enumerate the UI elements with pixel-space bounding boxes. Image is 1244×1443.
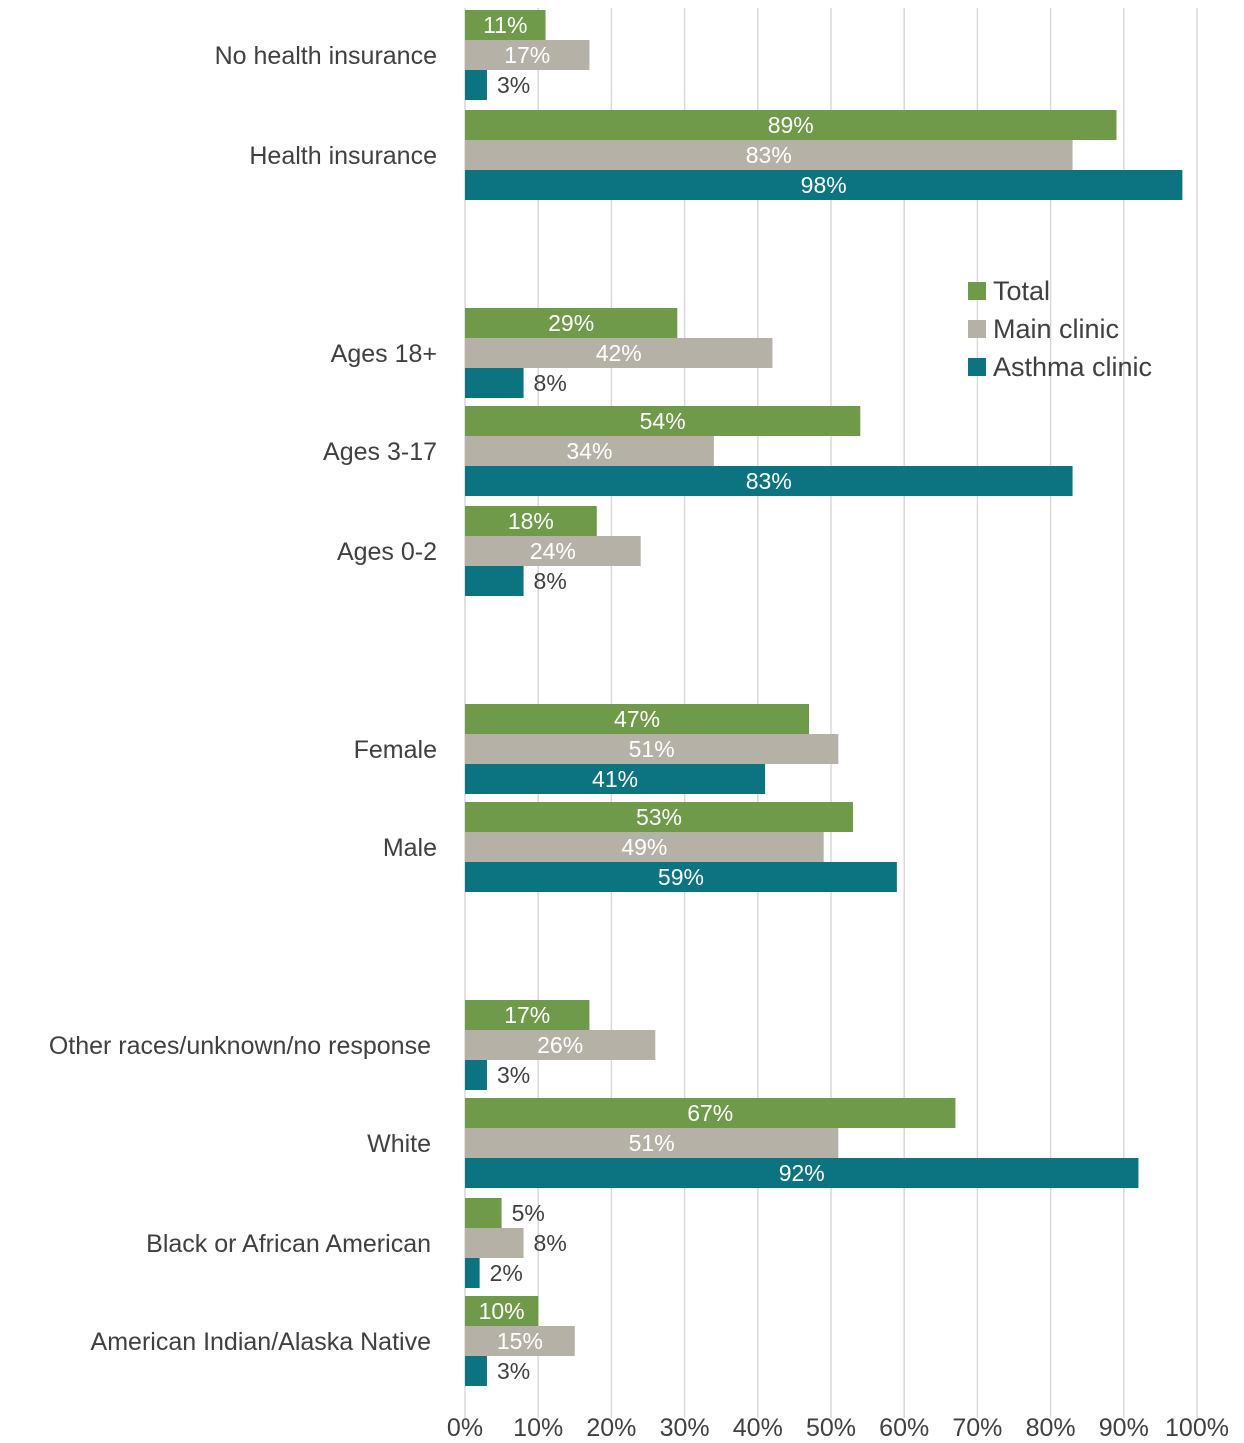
- bar-main-clinic: [465, 1326, 575, 1356]
- data-label: 98%: [801, 172, 847, 198]
- legend-swatch: [968, 358, 986, 376]
- category-label: Ages 3-17: [323, 438, 437, 466]
- data-label: 11%: [483, 12, 527, 38]
- x-tick-label: 100%: [1165, 1414, 1229, 1442]
- category-label: Black or African American: [146, 1230, 431, 1258]
- x-tick-label: 50%: [806, 1414, 856, 1442]
- category-label: White: [367, 1130, 431, 1158]
- data-label: 3%: [497, 72, 530, 98]
- data-label: 83%: [746, 468, 792, 494]
- x-tick-label: 60%: [879, 1414, 929, 1442]
- labels: 0% 10% 20% 30% 40% 50% 60% 70% 80% 90% 100% 11% 17% 3…: [49, 12, 1229, 1442]
- bar-main-clinic: [465, 338, 773, 368]
- data-label: 59%: [658, 864, 704, 890]
- data-label: 17%: [504, 1002, 550, 1028]
- bar-main-clinic: [465, 140, 1073, 170]
- data-label: 83%: [746, 142, 792, 168]
- data-label: 15%: [497, 1328, 543, 1354]
- bar-total: [465, 308, 678, 338]
- x-tick-label: 70%: [952, 1414, 1002, 1442]
- data-label: 5%: [512, 1200, 545, 1226]
- category-label: Female: [354, 736, 437, 764]
- data-label: 10%: [479, 1298, 525, 1324]
- legend: Total Main clinic Asthma clinic: [968, 276, 1152, 382]
- x-tick-label: 80%: [1026, 1414, 1076, 1442]
- bar-asthma-clinic: [465, 368, 524, 398]
- legend-label: Asthma clinic: [993, 352, 1152, 382]
- category-label: American Indian/Alaska Native: [91, 1328, 431, 1356]
- x-tick-label: 40%: [733, 1414, 783, 1442]
- bar-asthma-clinic: [465, 466, 1073, 496]
- legend-swatch: [968, 320, 986, 338]
- bar-total: [465, 1000, 590, 1030]
- data-label: 51%: [629, 1130, 675, 1156]
- data-label: 47%: [614, 706, 660, 732]
- bar-asthma-clinic: [465, 70, 487, 100]
- bar-total: [465, 1098, 956, 1128]
- data-label: 24%: [530, 538, 576, 564]
- data-label: 8%: [534, 370, 567, 396]
- bar-total: [465, 506, 597, 536]
- data-label: 3%: [497, 1358, 530, 1384]
- category-label: Male: [383, 834, 437, 862]
- bar-asthma-clinic: [465, 1356, 487, 1386]
- bar-total: [465, 406, 861, 436]
- bar-asthma-clinic: [465, 1258, 480, 1288]
- bar-asthma-clinic: [465, 566, 524, 596]
- bar-total: [465, 704, 810, 734]
- bar-main-clinic: [465, 1228, 524, 1258]
- category-label: Health insurance: [249, 142, 437, 170]
- x-tick-label: 0%: [447, 1414, 483, 1442]
- bar-total: [465, 1198, 502, 1228]
- x-tick-label: 30%: [660, 1414, 710, 1442]
- bar-total: [465, 110, 1117, 140]
- data-label: 89%: [768, 112, 814, 138]
- data-label: 8%: [534, 568, 567, 594]
- data-label: 2%: [490, 1260, 523, 1286]
- data-label: 17%: [504, 42, 550, 68]
- data-label: 53%: [636, 804, 682, 830]
- bar-asthma-clinic: [465, 862, 897, 892]
- bar-main-clinic: [465, 1128, 839, 1158]
- legend-swatch: [968, 282, 986, 300]
- bar-main-clinic: [465, 536, 641, 566]
- bar-total: [465, 10, 546, 40]
- data-label: 51%: [629, 736, 675, 762]
- legend-label: Main clinic: [993, 314, 1119, 344]
- category-label: No health insurance: [215, 42, 437, 70]
- category-label: Other races/unknown/no response: [49, 1032, 431, 1060]
- data-label: 34%: [566, 438, 612, 464]
- data-label: 29%: [548, 310, 594, 336]
- data-label: 18%: [508, 508, 554, 534]
- data-label: 54%: [640, 408, 686, 434]
- bar-total: [465, 1296, 539, 1326]
- bar-main-clinic: [465, 1030, 656, 1060]
- category-label: Ages 18+: [331, 340, 437, 368]
- bar-main-clinic: [465, 40, 590, 70]
- bar-asthma-clinic: [465, 1060, 487, 1090]
- bar-main-clinic: [465, 832, 824, 862]
- bar-main-clinic: [465, 734, 839, 764]
- data-label: 3%: [497, 1062, 530, 1088]
- data-label: 49%: [621, 834, 667, 860]
- data-label: 42%: [596, 340, 642, 366]
- data-label: 41%: [592, 766, 638, 792]
- data-label: 8%: [534, 1230, 567, 1256]
- bar-main-clinic: [465, 436, 714, 466]
- bar-asthma-clinic: [465, 1158, 1139, 1188]
- x-tick-label: 20%: [586, 1414, 636, 1442]
- data-label: 67%: [687, 1100, 733, 1126]
- x-tick-label: 90%: [1099, 1414, 1149, 1442]
- category-label: Ages 0-2: [337, 538, 437, 566]
- x-tick-label: 10%: [513, 1414, 563, 1442]
- bar-asthma-clinic: [465, 764, 766, 794]
- bar-total: [465, 802, 853, 832]
- legend-label: Total: [993, 276, 1050, 306]
- bars: [465, 10, 1183, 1386]
- data-label: 26%: [537, 1032, 583, 1058]
- bar-asthma-clinic: [465, 170, 1183, 200]
- data-label: 92%: [779, 1160, 825, 1186]
